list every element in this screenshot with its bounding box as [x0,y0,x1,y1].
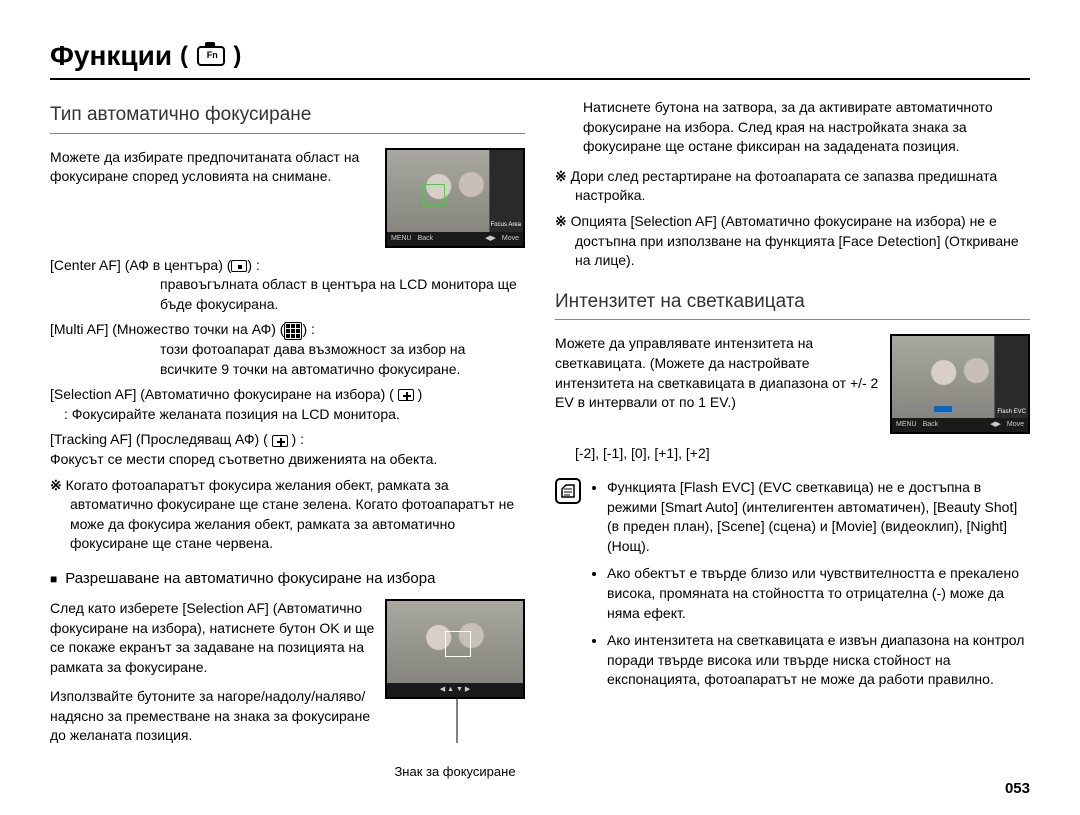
af-multi-item: [Multi AF] (Множество точки на АФ) () : … [50,320,525,379]
af-heading: Тип автоматично фокусиране [50,102,525,134]
selection-af-row: След като изберете [Selection AF] (Автом… [50,599,525,781]
flash-heading: Интензитет на светкавицата [555,289,1030,321]
selection-af-lcd-thumbnail: ◀ ▲ ▼ ▶ [385,599,525,699]
content-columns: Тип автоматично фокусиране Можете да изб… [50,98,1030,789]
lcd2-move-label: Move [1007,420,1024,430]
title-text: Функции [50,40,172,72]
lcd-flash-evc-label: Flash EVC [997,408,1026,416]
selection-af-thumb-block: ◀ ▲ ▼ ▶ Знак за фокусиране [385,599,525,781]
ev-values: [-2], [-1], [0], [+1], [+2] [575,444,1030,464]
note-icon [555,478,581,504]
restart-note: ※ Дори след рестартиране на фотоапарата … [555,167,1030,206]
lcd-move-label: Move [502,234,519,244]
right-column: Натиснете бутона на затвора, за да актив… [555,98,1030,789]
lcd-menu-label: MENU [391,234,412,244]
af-intro-row: Можете да избирате предпочитаната област… [50,148,525,248]
af-tracking-item: [Tracking AF] (Проследяващ АФ) ( ) : Фок… [50,430,525,469]
face-detection-note: ※ Опцията [Selection AF] (Автоматично фо… [555,212,1030,271]
af-center-item: [Center AF] (АФ в центъра) () : правоъгъ… [50,256,525,315]
af-lcd-thumbnail: Focus Area MENU Back ◀▶ Move [385,148,525,248]
shutter-note: Натиснете бутона на затвора, за да актив… [555,98,1030,157]
info-note-list: Функцията [Flash EVC] (EVC светкавица) н… [591,478,1030,698]
title-icon-group: ( ) [180,42,241,70]
lcd-back-label: Back [418,234,434,244]
af-selection-item: [Selection AF] (Автоматично фокусиране н… [50,385,525,424]
lcd2-menu-label: MENU [896,420,917,430]
note-item-1: Функцията [Flash EVC] (EVC светкавица) н… [607,478,1030,556]
callout-arrow-icon [385,699,525,759]
tracking-af-icon [272,435,288,447]
lcd2-back-label: Back [923,420,939,430]
af-color-note: ※ Когато фотоапаратът фокусира желания о… [50,476,525,554]
flash-intro-row: Можете да управлявате интензитета на све… [555,334,1030,434]
camera-fn-icon [197,46,225,66]
multi-af-icon [284,322,302,340]
evc-bar [898,404,988,414]
af-intro-text: Можете да избирате предпочитаната област… [50,148,375,187]
selection-af-icon [398,389,414,401]
note-item-2: Ако обектът е твърде близо или чувствите… [607,564,1030,623]
selection-af-subheading: Разрешаване на автоматично фокусиране на… [50,568,525,589]
info-note-box: Функцията [Flash EVC] (EVC светкавица) н… [555,478,1030,698]
center-af-icon [231,260,247,272]
selection-af-text: След като изберете [Selection AF] (Автом… [50,599,375,746]
flash-lcd-thumbnail: Flash EVC MENU Back ◀▶ Move [890,334,1030,434]
left-column: Тип автоматично фокусиране Можете да изб… [50,98,525,789]
lcd-focus-area-label: Focus Area [491,221,521,229]
af-type-list: [Center AF] (АФ в центъра) () : правоъгъ… [50,256,525,470]
page-number: 053 [1005,780,1030,797]
note-item-3: Ако интензитета на светкавицата е извън … [607,631,1030,690]
focus-mark-caption: Знак за фокусиране [385,763,525,781]
page-title: Функции ( ) [50,40,1030,80]
flash-intro-text: Можете да управлявате интензитета на све… [555,334,880,412]
